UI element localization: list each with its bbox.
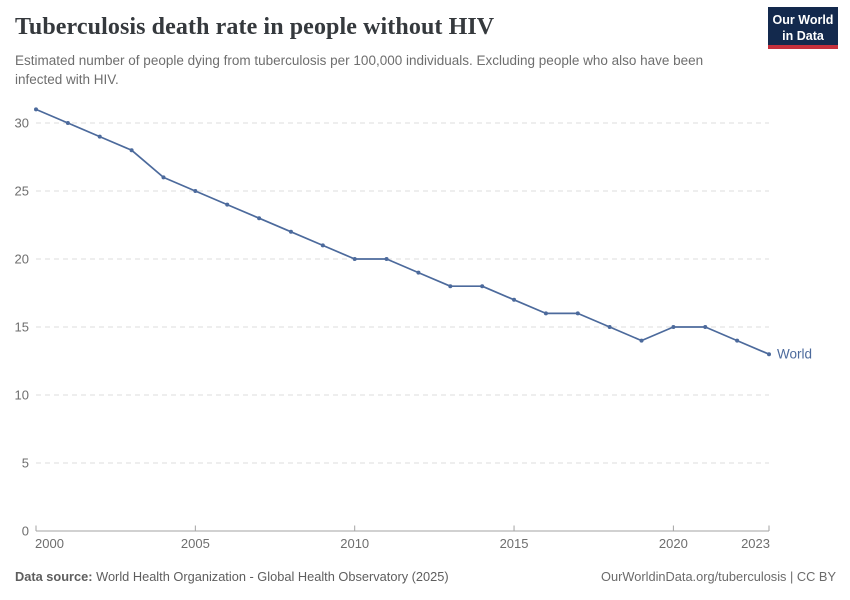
y-axis-tick-label: 25 bbox=[15, 184, 29, 199]
x-axis-tick-label: 2023 bbox=[741, 536, 770, 551]
series-end-label[interactable]: World bbox=[777, 347, 812, 362]
data-point-2022[interactable] bbox=[735, 338, 740, 343]
x-axis-tick-label: 2015 bbox=[500, 536, 529, 551]
data-point-2001[interactable] bbox=[65, 121, 70, 125]
data-point-2003[interactable] bbox=[129, 148, 134, 153]
data-point-2005[interactable] bbox=[193, 189, 198, 193]
x-axis-tick-label: 2020 bbox=[659, 536, 688, 551]
data-source-label: Data source: bbox=[15, 569, 93, 584]
x-axis-tick-label: 2000 bbox=[35, 536, 64, 551]
y-axis-tick-label: 5 bbox=[22, 456, 29, 471]
data-point-2021[interactable] bbox=[703, 325, 708, 329]
data-point-2018[interactable] bbox=[607, 325, 612, 329]
data-point-2007[interactable] bbox=[257, 216, 262, 221]
data-point-2016[interactable] bbox=[543, 311, 548, 316]
data-point-2020[interactable] bbox=[671, 325, 676, 329]
owid-logo-stripe bbox=[768, 45, 838, 49]
y-axis-tick-label: 0 bbox=[22, 524, 29, 539]
y-axis-tick-label: 10 bbox=[15, 388, 29, 403]
data-point-2010[interactable] bbox=[352, 257, 357, 261]
owid-logo[interactable]: Our World in Data bbox=[768, 7, 838, 49]
data-point-2000[interactable] bbox=[34, 107, 38, 112]
data-point-2023[interactable] bbox=[767, 352, 771, 357]
chart-footer: Data source: World Health Organization -… bbox=[15, 569, 836, 584]
owid-logo-line2: in Data bbox=[782, 29, 824, 44]
y-axis-tick-label: 30 bbox=[15, 116, 29, 131]
y-axis-tick-label: 15 bbox=[15, 320, 29, 335]
data-point-2017[interactable] bbox=[575, 311, 580, 316]
data-point-2006[interactable] bbox=[225, 202, 230, 207]
data-point-2012[interactable] bbox=[416, 270, 421, 275]
x-axis-tick-label: 2010 bbox=[340, 536, 369, 551]
data-source-note: Data source: World Health Organization -… bbox=[15, 569, 449, 584]
data-point-2009[interactable] bbox=[320, 243, 325, 248]
data-point-2002[interactable] bbox=[97, 134, 102, 139]
data-point-2019[interactable] bbox=[639, 338, 644, 343]
data-point-2013[interactable] bbox=[448, 284, 453, 289]
chart-title: Tuberculosis death rate in people withou… bbox=[15, 14, 495, 40]
series-line-world[interactable] bbox=[35, 108, 770, 356]
chart-subtitle: Estimated number of people dying from tu… bbox=[15, 53, 704, 87]
data-point-2014[interactable] bbox=[480, 284, 485, 289]
data-point-2004[interactable] bbox=[161, 175, 166, 180]
owid-logo-line1: Our World bbox=[772, 13, 834, 27]
y-axis-tick-label: 20 bbox=[15, 252, 29, 267]
data-point-2008[interactable] bbox=[288, 229, 293, 234]
data-point-2011[interactable] bbox=[384, 257, 389, 261]
data-point-2015[interactable] bbox=[512, 297, 517, 302]
x-axis-tick-label: 2005 bbox=[181, 536, 210, 551]
footer-citation-link[interactable]: OurWorldinData.org/tuberculosis | CC BY bbox=[601, 569, 836, 584]
owid-logo-box: Our World in Data bbox=[768, 7, 838, 45]
data-source-text: World Health Organization - Global Healt… bbox=[96, 569, 449, 584]
